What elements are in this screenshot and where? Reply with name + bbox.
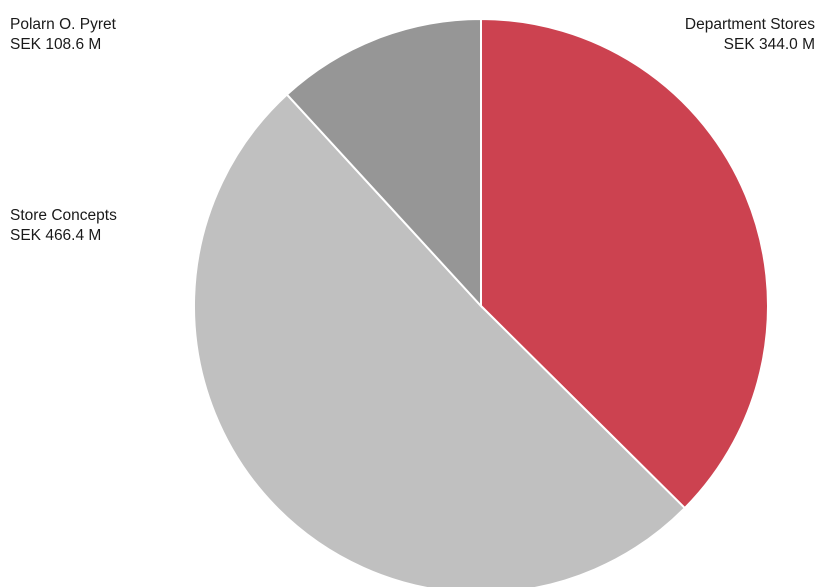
pie-slice-department-stores (480, 17, 769, 510)
slice-name-department-stores: Department Stores (684, 16, 815, 33)
slice-label-store-concepts: Store Concepts SEK 466.4 M (10, 206, 117, 246)
slice-value-polarn-o-pyret: SEK 108.6 M (10, 36, 102, 53)
slice-label-polarn-o-pyret: Polarn O. Pyret SEK 108.6 M (10, 15, 116, 55)
pie-slice-polarn-o-pyret (285, 17, 482, 309)
slice-name-polarn-o-pyret: Polarn O. Pyret (10, 16, 116, 33)
pie-slice-store-concepts (192, 93, 687, 587)
slice-label-department-stores: Department Stores SEK 344.0 M (685, 15, 815, 55)
slice-value-store-concepts: SEK 466.4 M (10, 227, 102, 244)
slice-name-store-concepts: Store Concepts (10, 207, 117, 224)
slice-value-department-stores: SEK 344.0 M (723, 36, 815, 53)
